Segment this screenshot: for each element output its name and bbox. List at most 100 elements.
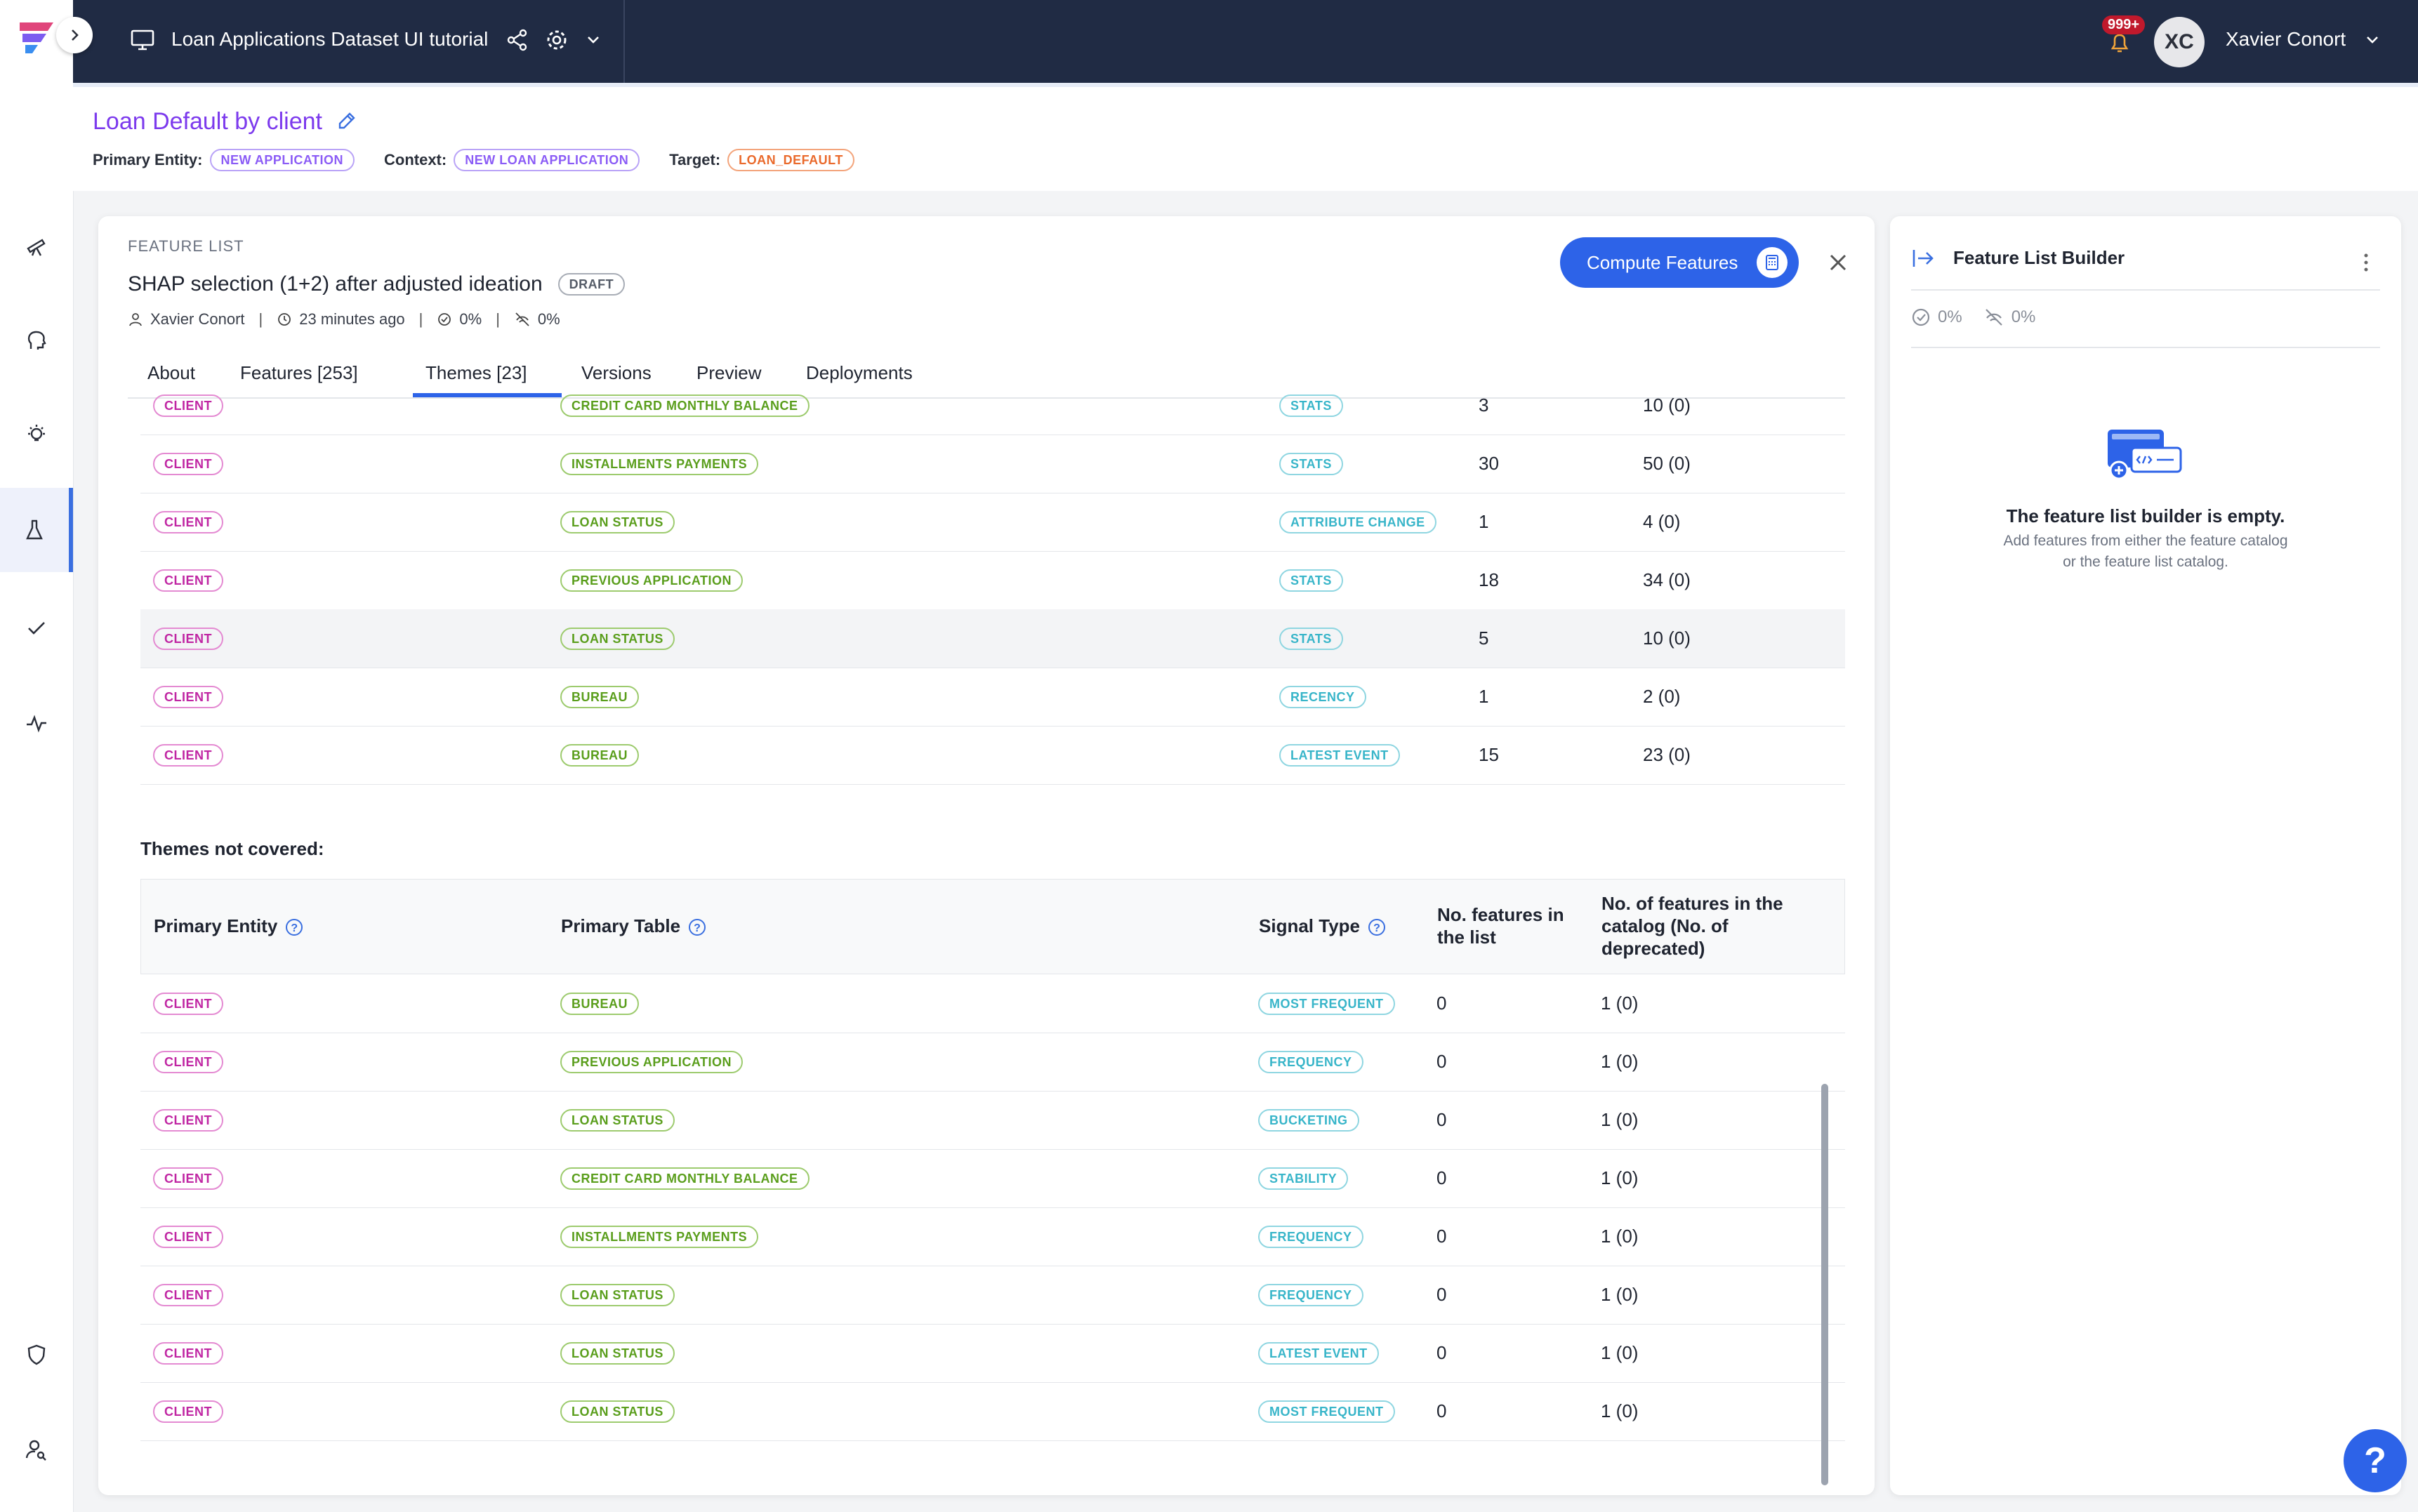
primary-entity-chip[interactable]: CLIENT	[153, 394, 223, 417]
primary-entity-chip[interactable]: CLIENT	[153, 1050, 223, 1073]
primary-entity-chip[interactable]: CLIENT	[153, 1283, 223, 1306]
signal-type-chip[interactable]: LATEST EVENT	[1279, 743, 1400, 767]
primary-table-chip[interactable]: LOAN STATUS	[560, 510, 675, 533]
table-row[interactable]: CLIENT PREVIOUS APPLICATION STATS 18 34 (0)	[140, 551, 1845, 610]
compute-features-button[interactable]: Compute Features	[1560, 237, 1799, 288]
nav-user-search[interactable]	[0, 1407, 73, 1492]
primary-entity-chip[interactable]: CLIENT	[153, 743, 223, 767]
user-name[interactable]: Xavier Conort	[2226, 28, 2346, 50]
signal-type-chip[interactable]: FREQUENCY	[1258, 1283, 1363, 1306]
primary-table-chip[interactable]: BUREAU	[560, 685, 640, 708]
primary-entity-chip[interactable]: CLIENT	[153, 1225, 223, 1248]
help-icon[interactable]: ?	[689, 919, 706, 936]
scrollbar[interactable]	[1821, 1084, 1828, 1485]
primary-table-chip[interactable]: LOAN STATUS	[560, 1283, 675, 1306]
primary-table-chip[interactable]: LOAN STATUS	[560, 1108, 675, 1132]
primary-table-chip[interactable]: LOAN STATUS	[560, 1341, 675, 1365]
table-row[interactable]: CLIENT LOAN STATUS BUCKETING 0 1 (0)	[140, 1091, 1845, 1150]
primary-table-chip[interactable]: CREDIT CARD MONTHLY BALANCE	[560, 1167, 810, 1190]
primary-entity-chip[interactable]: CLIENT	[153, 1400, 223, 1423]
table-row[interactable]: CLIENT PREVIOUS APPLICATION FREQUENCY 0 1 (0…	[140, 1033, 1845, 1092]
signal-type-chip[interactable]: LATEST EVENT	[1258, 1341, 1379, 1365]
table-row[interactable]: CLIENT LOAN STATUS MOST FREQUENT 0 1 (0)	[140, 1382, 1845, 1441]
tab-about[interactable]: About	[147, 362, 195, 383]
signal-type-chip[interactable]: FREQUENCY	[1258, 1225, 1363, 1248]
nav-experiment[interactable]	[0, 488, 73, 572]
tab-themes[interactable]: Themes [23]	[425, 362, 527, 383]
nav-shield[interactable]	[0, 1313, 73, 1397]
gear-icon[interactable]	[543, 27, 570, 53]
table-row[interactable]: CLIENT CREDIT CARD MONTHLY BALANCE STATS 3 1…	[140, 376, 1845, 435]
signal-type-chip[interactable]: STABILITY	[1258, 1167, 1349, 1190]
app-logo-icon[interactable]	[15, 15, 58, 58]
table-row[interactable]: CLIENT INSTALLMENTS PAYMENTS FREQUENCY 0 1 (…	[140, 1207, 1845, 1266]
primary-entity-chip[interactable]: CLIENT	[153, 627, 223, 650]
primary-table-chip[interactable]: BUREAU	[560, 743, 640, 767]
collapse-panel-icon[interactable]	[1911, 247, 1936, 270]
primary-entity-chip[interactable]: CLIENT	[153, 569, 223, 592]
target-chip[interactable]: LOAN_DEFAULT	[727, 149, 854, 171]
signal-type-chip[interactable]: MOST FREQUENT	[1258, 992, 1395, 1015]
signal-type-chip[interactable]: RECENCY	[1279, 685, 1366, 708]
primary-table-chip[interactable]: BUREAU	[560, 992, 640, 1015]
signal-type-chip[interactable]: MOST FREQUENT	[1258, 1400, 1395, 1423]
primary-entity-chip[interactable]: NEW APPLICATION	[209, 149, 355, 171]
table-row[interactable]: CLIENT LOAN STATUS FREQUENCY 0 1 (0)	[140, 1266, 1845, 1325]
primary-table-chip[interactable]: PREVIOUS APPLICATION	[560, 1050, 744, 1073]
nav-ideas[interactable]	[0, 393, 73, 477]
primary-entity-chip[interactable]: CLIENT	[153, 685, 223, 708]
edit-icon[interactable]	[336, 110, 358, 132]
nav-telescope[interactable]	[0, 204, 73, 288]
signal-type-chip[interactable]: STATS	[1279, 569, 1343, 592]
nav-approve[interactable]	[0, 586, 73, 670]
bell-icon[interactable]	[2106, 29, 2133, 56]
chevron-down-icon[interactable]	[2359, 27, 2386, 53]
table-row[interactable]: CLIENT CREDIT CARD MONTHLY BALANCE STABILI…	[140, 1149, 1845, 1208]
tab-deployments[interactable]: Deployments	[806, 362, 913, 383]
signal-type-chip[interactable]: FREQUENCY	[1258, 1050, 1363, 1073]
table-row[interactable]: CLIENT LOAN STATUS ATTRIBUTE CHANGE 1 4 (0)	[140, 493, 1845, 552]
primary-table-chip[interactable]: INSTALLMENTS PAYMENTS	[560, 1225, 759, 1248]
primary-entity-chip[interactable]: CLIENT	[153, 1167, 223, 1190]
table-row[interactable]: CLIENT BUREAU RECENCY 1 2 (0)	[140, 668, 1845, 727]
more-vertical-icon[interactable]	[2360, 253, 2372, 272]
primary-table-chip[interactable]: LOAN STATUS	[560, 627, 675, 650]
table-row[interactable]: CLIENT LOAN STATUS LATEST EVENT 0 1 (0)	[140, 1324, 1845, 1383]
primary-entity-chip[interactable]: CLIENT	[153, 1108, 223, 1132]
nav-brain[interactable]	[0, 298, 73, 383]
tab-preview[interactable]: Preview	[696, 362, 762, 383]
nav-monitor[interactable]	[0, 681, 73, 765]
primary-entity-chip[interactable]: CLIENT	[153, 1341, 223, 1365]
chevron-down-icon[interactable]	[580, 27, 607, 53]
signal-type-chip[interactable]: STATS	[1279, 452, 1343, 475]
primary-entity-chip[interactable]: CLIENT	[153, 510, 223, 533]
table-row[interactable]: CLIENT INSTALLMENTS PAYMENTS STATS 30 50 (0)	[140, 435, 1845, 493]
help-button[interactable]: ?	[2344, 1429, 2407, 1492]
primary-table-chip[interactable]: CREDIT CARD MONTHLY BALANCE	[560, 394, 810, 417]
signal-type-chip[interactable]: STATS	[1279, 394, 1343, 417]
notification-badge[interactable]: 999+	[2102, 15, 2146, 34]
share-icon[interactable]	[504, 27, 531, 53]
expand-nav-button[interactable]	[56, 17, 93, 53]
primary-table-chip[interactable]: LOAN STATUS	[560, 1400, 675, 1423]
primary-table-chip[interactable]: PREVIOUS APPLICATION	[560, 569, 744, 592]
table-row[interactable]: CLIENT LOAN STATUS STATS 5 10 (0)	[140, 609, 1845, 668]
table-row[interactable]: CLIENT BUREAU LATEST EVENT 15 23 (0)	[140, 726, 1845, 785]
signal-type-chip[interactable]: STATS	[1279, 627, 1343, 650]
signal-type-chip[interactable]: ATTRIBUTE CHANGE	[1279, 510, 1436, 533]
tab-features[interactable]: Features [253]	[240, 362, 358, 383]
avatar[interactable]: XC	[2154, 17, 2205, 67]
context-chip[interactable]: NEW LOAN APPLICATION	[454, 149, 640, 171]
primary-entity-chip[interactable]: CLIENT	[153, 992, 223, 1015]
table-cell: MOST FREQUENT	[1258, 974, 1395, 1033]
signal-type-chip[interactable]: BUCKETING	[1258, 1108, 1359, 1132]
help-icon[interactable]: ?	[286, 919, 303, 936]
primary-table-chip[interactable]: INSTALLMENTS PAYMENTS	[560, 452, 759, 475]
close-icon[interactable]	[1824, 248, 1852, 277]
help-icon[interactable]: ?	[1368, 919, 1385, 936]
primary-entity-chip[interactable]: CLIENT	[153, 452, 223, 475]
table-cell: LOAN STATUS	[560, 493, 675, 551]
project-selector[interactable]: Loan Applications Dataset UI tutorial	[73, 0, 625, 83]
table-row[interactable]: CLIENT BUREAU MOST FREQUENT 0 1 (0)	[140, 974, 1845, 1033]
tab-versions[interactable]: Versions	[581, 362, 652, 383]
